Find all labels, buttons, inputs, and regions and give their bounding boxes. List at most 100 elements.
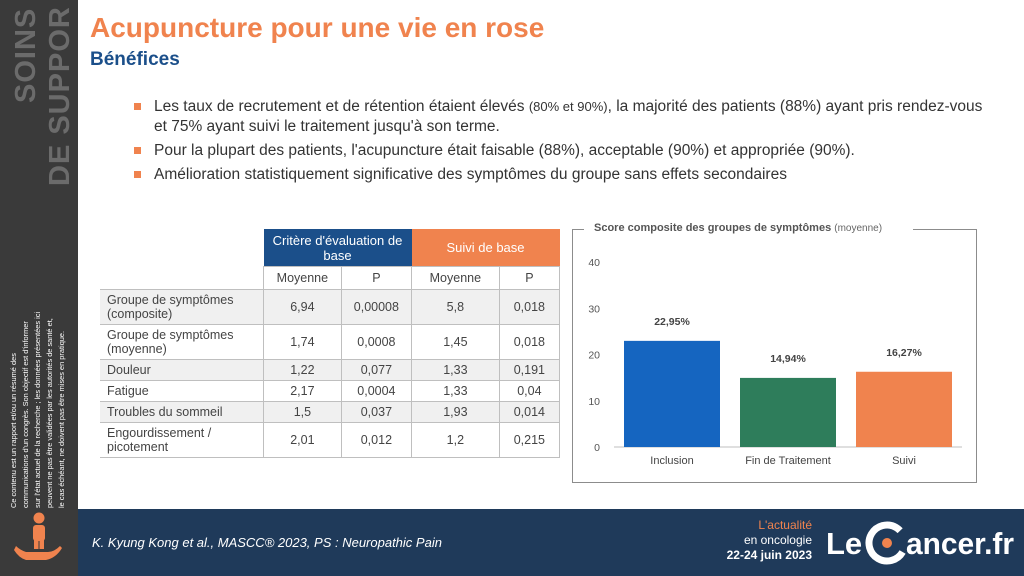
table-row: Douleur 1,22 0,077 1,33 0,191	[100, 359, 561, 381]
page-subtitle: Bénéfices	[90, 49, 180, 70]
logo-c-ring	[865, 521, 909, 565]
citation: K. Kyung Kong et al., MASCC® 2023, PS : …	[92, 535, 442, 550]
data-label: 16,27%	[886, 347, 922, 359]
table-row: Groupe de symptômes (moyenne) 1,74 0,000…	[100, 324, 561, 360]
logo-c-dot	[882, 538, 892, 548]
sidebar: SOINS DE SUPPORT Ce contenu est un rappo…	[0, 0, 78, 576]
table-row-label: Troubles du sommeil	[100, 401, 264, 423]
logo-le: Le	[826, 526, 862, 561]
bullet-text: Pour la plupart des patients, l'acupunct…	[154, 142, 855, 159]
sidebar-disclaimer: Ce contenu est un rapport et/ou un résum…	[4, 230, 74, 510]
table-row-label: Fatigue	[100, 380, 264, 402]
bullet-item: Pour la plupart des patients, l'acupunct…	[132, 141, 992, 161]
table-cell: 0,191	[498, 359, 561, 381]
chart-title-unit: (moyenne)	[834, 223, 883, 234]
x-tick-label: Inclusion	[650, 455, 693, 467]
chart-frame	[572, 229, 977, 483]
event-line2: en oncologie	[743, 533, 812, 547]
table-row-label: Groupe de symptômes (moyenne)	[100, 324, 264, 360]
table-cell: 1,93	[411, 401, 500, 423]
table-cell: 0,037	[340, 401, 413, 423]
table-cell: 0,012	[340, 422, 413, 458]
table-cell: 0,014	[498, 401, 561, 423]
bullet-marker	[134, 171, 141, 178]
table-group-header: Suivi de base	[411, 229, 560, 267]
le-cancer-logo: Le ancer.fr	[826, 520, 1016, 566]
event-line1: L'actualité	[758, 518, 812, 532]
bullet-list: Les taux de recrutement et de rétention …	[132, 97, 992, 189]
bullet-item: Amélioration statistiquement significati…	[132, 165, 992, 185]
table-cell: 1,33	[411, 380, 500, 402]
data-label: 14,94%	[770, 353, 806, 365]
table-corner	[100, 266, 264, 290]
event-info: L'actualité en oncologie 22-24 juin 2023	[700, 518, 812, 563]
table-cell: 0,077	[340, 359, 413, 381]
chart-title: Score composite des groupes de symptômes…	[592, 222, 885, 234]
table-cell: 2,01	[263, 422, 342, 458]
bar	[740, 377, 836, 447]
bullet-marker	[134, 103, 141, 110]
table-sub-header: P	[498, 266, 561, 290]
bar-chart: 0 10 20 30 40 22,95% Inclusion 14,94% Fin de Tra…	[588, 257, 962, 467]
table-cell: 1,22	[263, 359, 342, 381]
table-cell: 2,17	[263, 380, 342, 402]
sidebar-title-line2: DE SUPPORT	[44, 8, 76, 186]
table-cell: 1,74	[263, 324, 342, 360]
table-cell: 0,018	[498, 289, 561, 325]
results-table: Critère d'évaluation de base Suivi de ba…	[100, 229, 561, 458]
table-cell: 0,018	[498, 324, 561, 360]
disclaimer-line: Ce contenu est un rapport et/ou un résum…	[9, 353, 18, 508]
logo-rest: ancer.fr	[906, 526, 1014, 561]
chart-frame-line	[913, 229, 977, 230]
sidebar-title-line1: SOINS	[10, 8, 42, 103]
table-cell: 1,45	[411, 324, 500, 360]
x-tick-label: Suivi	[892, 455, 916, 467]
event-dates: 22-24 juin 2023	[726, 548, 812, 562]
hand-holding-person-icon	[14, 510, 64, 564]
sidebar-title: SOINS DE SUPPORT	[2, 0, 76, 188]
table-cell: 1,5	[263, 401, 342, 423]
table-row: Groupe de symptômes (composite) 6,94 0,0…	[100, 289, 561, 325]
table-cell: 5,8	[411, 289, 500, 325]
chart-title-text: Score composite des groupes de symptômes	[594, 222, 832, 234]
table-cell: 6,94	[263, 289, 342, 325]
table-cell: 1,33	[411, 359, 500, 381]
table-row-label: Engourdissement / picotement	[100, 422, 264, 458]
y-tick-label: 40	[588, 257, 600, 269]
y-tick-label: 0	[594, 442, 600, 454]
table-cell: 0,0008	[340, 324, 413, 360]
table-sub-header: P	[340, 266, 413, 290]
bar	[856, 371, 952, 447]
table-sub-header: Moyenne	[263, 266, 342, 290]
table-cell: 0,04	[498, 380, 561, 402]
table-sub-header: Moyenne	[411, 266, 500, 290]
y-tick-label: 20	[588, 350, 600, 362]
bullet-text: , la majorité des patients (88%) ayant p…	[154, 98, 983, 135]
table-cell: 0,0004	[340, 380, 413, 402]
bullet-text: Amélioration statistiquement significati…	[154, 166, 787, 183]
disclaimer-line: le cas échéant, ne doivent pas être mise…	[57, 331, 66, 508]
table-cell: 1,2	[411, 422, 500, 458]
chart-frame-line	[572, 229, 584, 230]
disclaimer-line: peuvent ne pas être validées par les aut…	[45, 318, 54, 508]
table-corner	[100, 229, 264, 267]
disclaimer-line: communications d'un congrès. Son objecti…	[21, 321, 30, 508]
table-row: Engourdissement / picotement 2,01 0,012 …	[100, 422, 561, 458]
table-row: Troubles du sommeil 1,5 0,037 1,93 0,014	[100, 401, 561, 423]
table-cell: 0,00008	[340, 289, 413, 325]
bullet-text: (80% et 90%)	[528, 99, 608, 114]
table-row-label: Douleur	[100, 359, 264, 381]
page-title: Acupuncture pour une vie en rose	[90, 12, 545, 43]
table-row-label: Groupe de symptômes (composite)	[100, 289, 264, 325]
bullet-text: Les taux de recrutement et de rétention …	[154, 98, 529, 115]
data-label: 22,95%	[654, 316, 690, 328]
bullet-marker	[134, 147, 141, 154]
disclaimer-line: sur l'état actuel de la recherche ; les …	[33, 311, 42, 508]
y-tick-label: 10	[588, 396, 600, 408]
table-group-header: Critère d'évaluation de base	[263, 229, 412, 267]
table-row: Fatigue 2,17 0,0004 1,33 0,04	[100, 380, 561, 402]
y-tick-label: 30	[588, 303, 600, 315]
bullet-item: Les taux de recrutement et de rétention …	[132, 97, 992, 137]
table-cell: 0,215	[498, 422, 561, 458]
bar	[624, 340, 720, 447]
